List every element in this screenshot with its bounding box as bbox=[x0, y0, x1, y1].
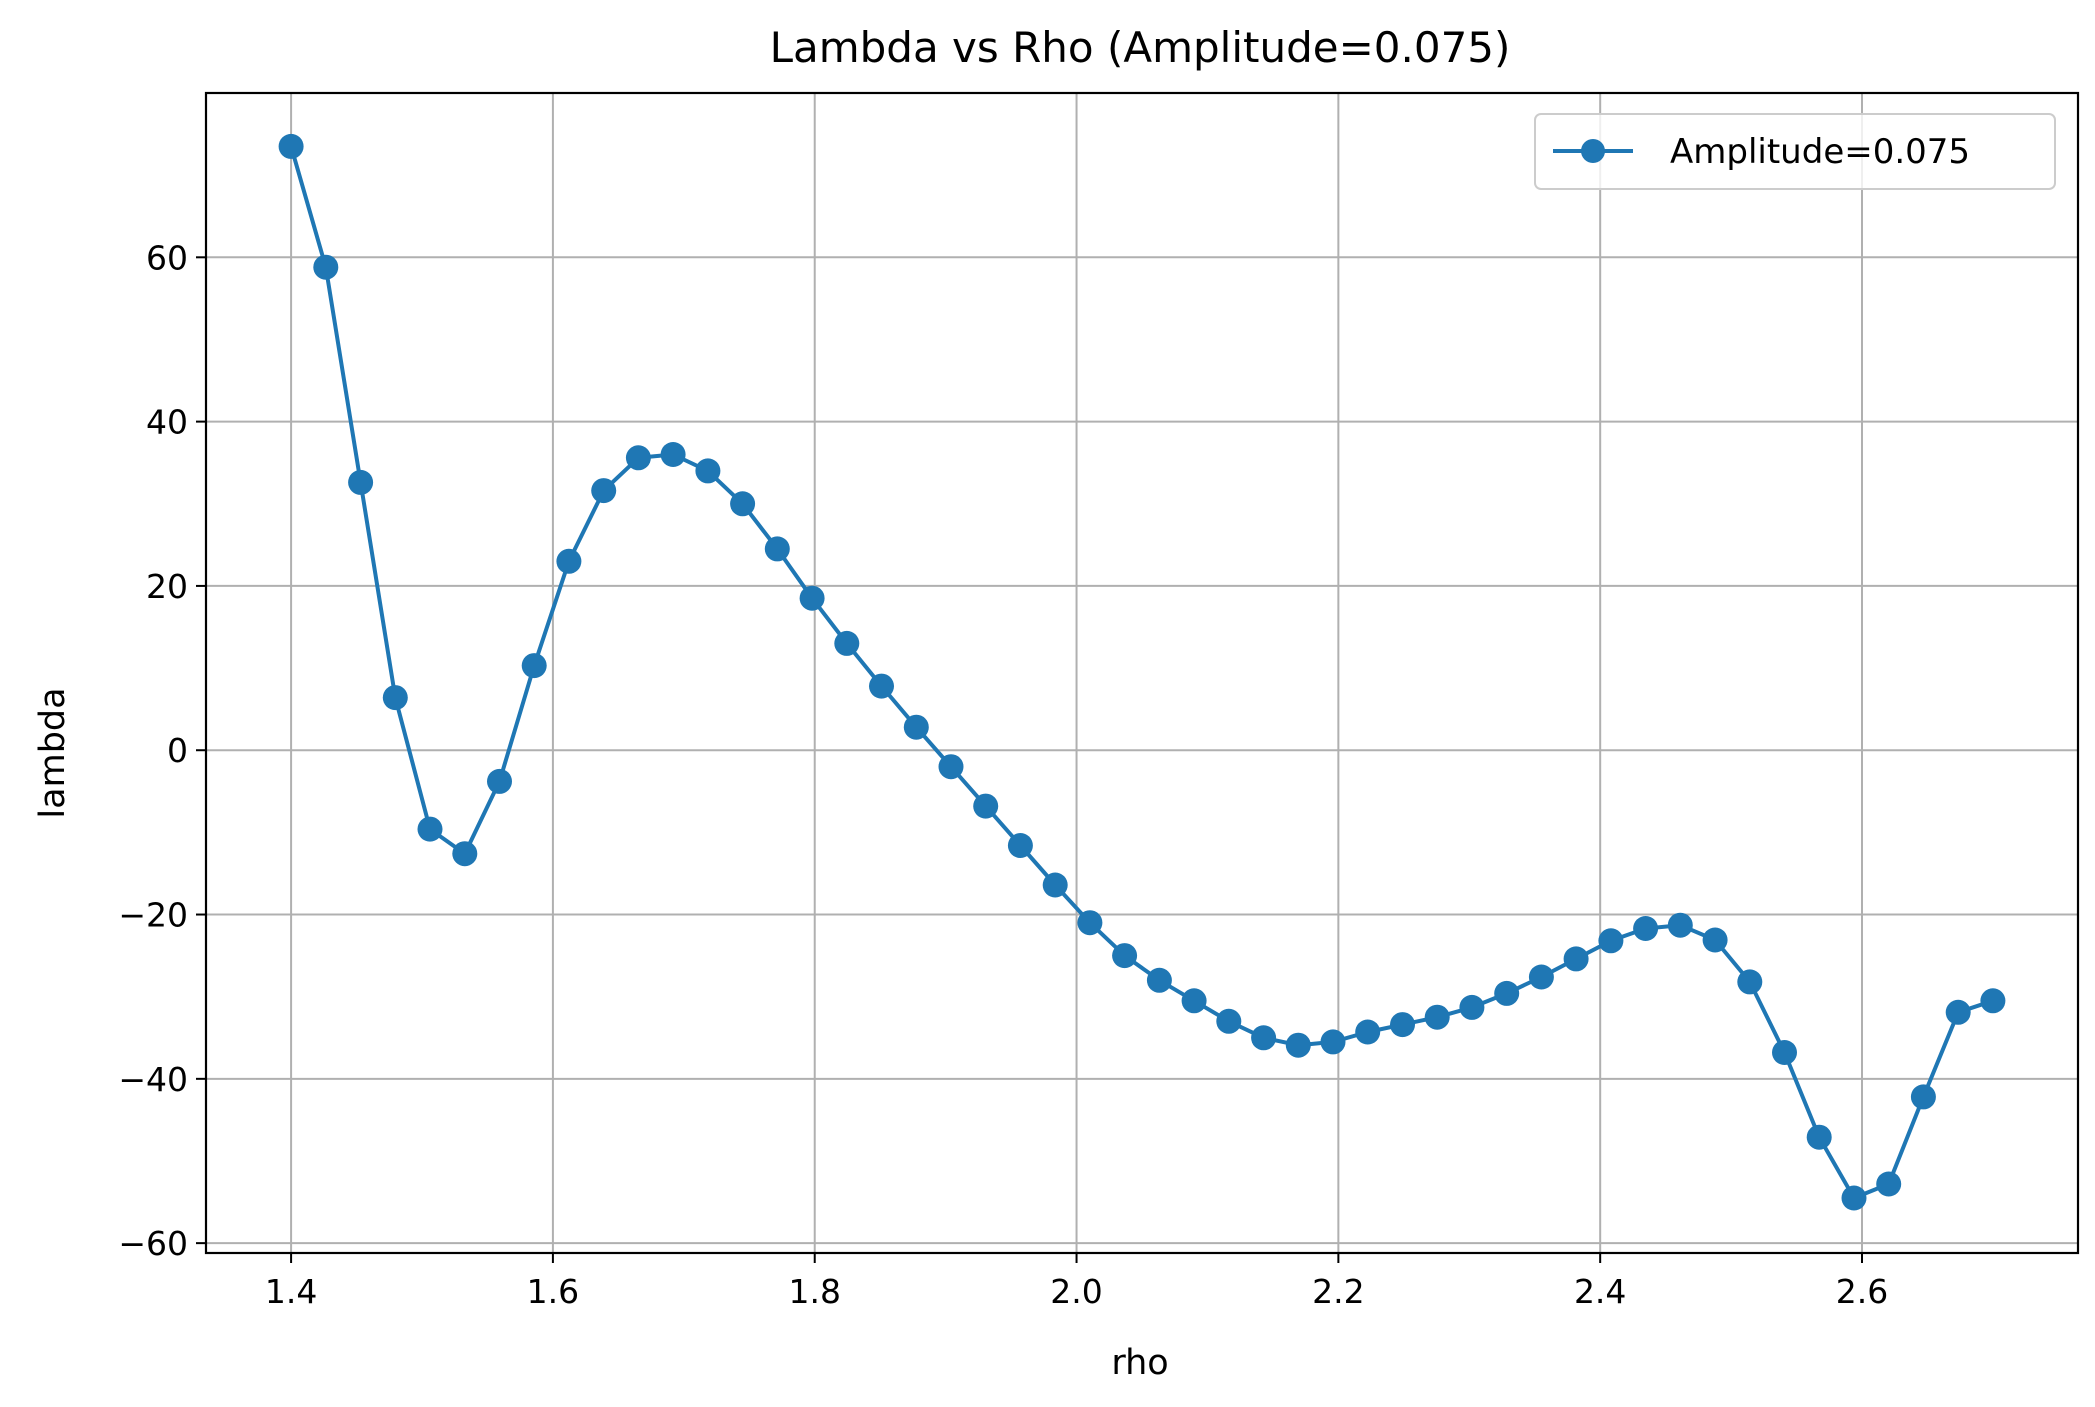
chart-title: Lambda vs Rho (Amplitude=0.075) bbox=[770, 23, 1511, 72]
data-point bbox=[348, 469, 374, 495]
x-tick-label: 2.4 bbox=[1574, 1272, 1626, 1311]
x-tick-label: 1.6 bbox=[527, 1272, 579, 1311]
data-point bbox=[1181, 988, 1207, 1014]
data-point bbox=[1459, 994, 1485, 1020]
data-point bbox=[695, 458, 721, 484]
data-point bbox=[1598, 928, 1624, 954]
y-tick-label: 40 bbox=[146, 403, 188, 442]
data-point bbox=[417, 816, 443, 842]
data-point bbox=[521, 653, 547, 679]
data-point bbox=[313, 254, 339, 280]
data-point bbox=[1667, 912, 1693, 938]
x-tick-label: 2.2 bbox=[1312, 1272, 1364, 1311]
data-point bbox=[1007, 833, 1033, 858]
data-point bbox=[1494, 980, 1520, 1006]
y-tick-label: 0 bbox=[167, 731, 188, 770]
data-point bbox=[1841, 1185, 1867, 1211]
data-point bbox=[903, 714, 929, 740]
y-tick-label: 60 bbox=[146, 238, 188, 277]
data-point bbox=[1112, 943, 1138, 969]
grid bbox=[206, 93, 2078, 1253]
data-point bbox=[1633, 916, 1659, 941]
x-tick-label: 1.8 bbox=[788, 1272, 840, 1311]
data-point bbox=[1563, 946, 1589, 972]
data-point bbox=[730, 491, 756, 517]
series-layer bbox=[278, 133, 2006, 1211]
data-point bbox=[382, 685, 408, 711]
data-point bbox=[1355, 1019, 1381, 1045]
x-tick-label: 1.4 bbox=[265, 1272, 317, 1311]
data-point bbox=[625, 445, 651, 471]
data-point bbox=[278, 133, 304, 159]
ticks: 1.4 1.6 1.8 2.0 2.2 2.4 2.6 −60 −40 −20 0 20 40 60 bbox=[118, 238, 1888, 1311]
data-point bbox=[1910, 1084, 1936, 1110]
data-point bbox=[1424, 1004, 1450, 1030]
data-point bbox=[487, 768, 512, 794]
y-axis-label: lambda bbox=[33, 687, 73, 818]
data-point bbox=[1146, 967, 1172, 993]
y-tick-label: −40 bbox=[118, 1060, 188, 1099]
y-tick-label: 20 bbox=[146, 567, 188, 606]
data-point bbox=[869, 673, 894, 699]
data-point bbox=[556, 548, 582, 574]
data-point bbox=[1042, 872, 1068, 898]
data-point bbox=[1285, 1032, 1311, 1058]
y-tick-label: −20 bbox=[118, 896, 188, 935]
legend: Amplitude=0.075 bbox=[1534, 113, 2056, 190]
x-tick-label: 2.6 bbox=[1836, 1272, 1888, 1311]
data-point bbox=[452, 841, 478, 867]
data-point bbox=[1251, 1025, 1277, 1051]
data-point bbox=[1876, 1171, 1902, 1197]
data-point bbox=[1390, 1012, 1415, 1038]
data-point bbox=[1702, 927, 1728, 953]
data-point bbox=[1980, 988, 2006, 1014]
x-axis-label: rho bbox=[1111, 1343, 1168, 1383]
legend-marker bbox=[1581, 139, 1605, 163]
x-tick-label: 2.0 bbox=[1050, 1272, 1102, 1311]
data-point bbox=[834, 630, 860, 656]
data-point bbox=[764, 536, 790, 562]
data-point bbox=[1077, 910, 1103, 936]
legend-label: Amplitude=0.075 bbox=[1670, 132, 1970, 172]
data-point bbox=[1320, 1029, 1346, 1055]
data-point bbox=[973, 793, 999, 819]
y-tick-label: −60 bbox=[118, 1224, 188, 1263]
plot-frame bbox=[204, 91, 2080, 1255]
data-point bbox=[1528, 964, 1554, 990]
data-point bbox=[1945, 999, 1971, 1025]
data-point bbox=[1806, 1124, 1832, 1150]
data-point bbox=[1772, 1040, 1797, 1065]
legend-box bbox=[1534, 113, 2056, 190]
data-point bbox=[591, 478, 617, 504]
data-point bbox=[1216, 1008, 1242, 1034]
data-point bbox=[938, 754, 964, 780]
data-point bbox=[1737, 969, 1763, 995]
data-point bbox=[660, 442, 686, 467]
data-point bbox=[799, 585, 825, 611]
